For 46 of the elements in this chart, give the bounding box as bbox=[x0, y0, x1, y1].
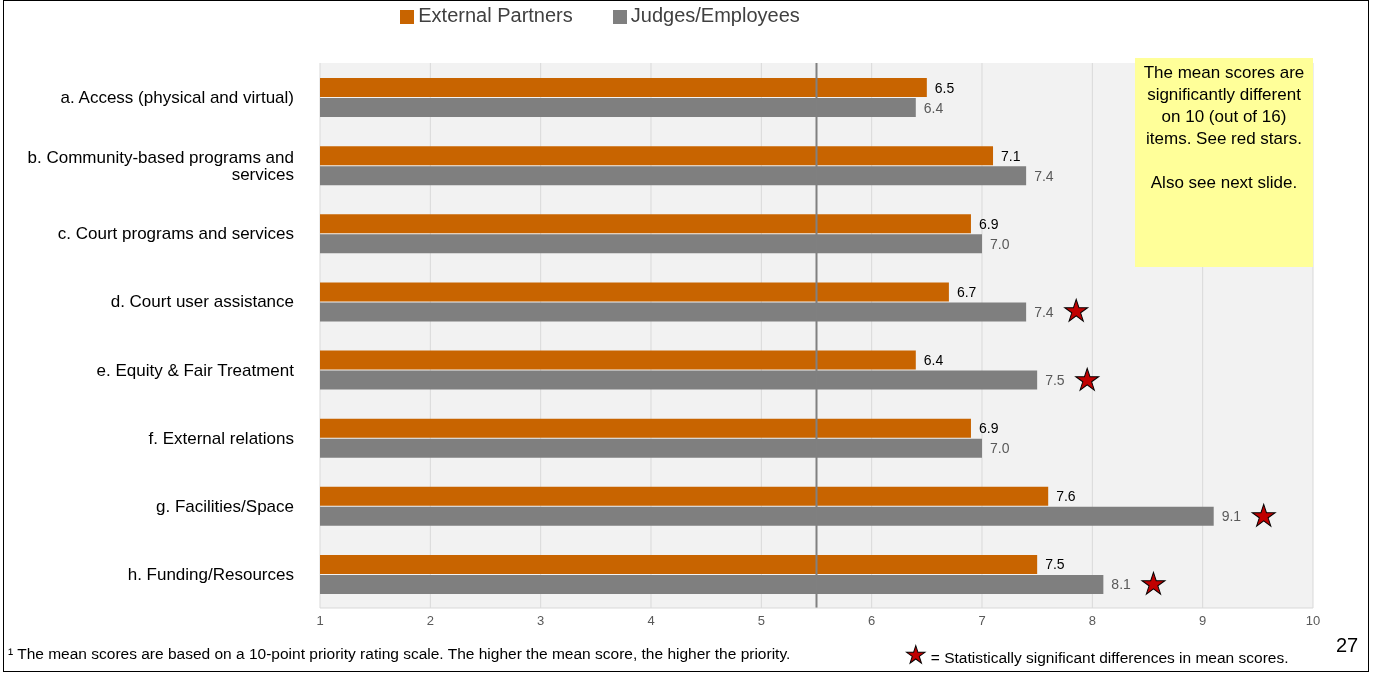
legend-label: External Partners bbox=[418, 4, 573, 26]
x-tick-label: 10 bbox=[1305, 613, 1321, 629]
data-label: 6.4 bbox=[923, 99, 944, 116]
x-tick-label: 5 bbox=[757, 613, 765, 629]
data-label: 7.0 bbox=[990, 235, 1010, 252]
y-tick-label: d. Court user assistance bbox=[110, 292, 294, 312]
annotation: The mean scores are significantly different on 10 (out of 16) items. See red stars. bbox=[1143, 62, 1305, 150]
data-label: 7.6 bbox=[1056, 488, 1076, 505]
data-label: 6.9 bbox=[978, 215, 999, 232]
data-label: 6.4 bbox=[923, 352, 944, 368]
data-label: 7.5 bbox=[1045, 372, 1065, 388]
y-tick-label: f. External relations bbox=[148, 428, 294, 448]
text: ★ = Statistically significant differences in mean scores. bbox=[905, 641, 1289, 669]
x-tick-label: 6 bbox=[868, 613, 876, 629]
y-tick-label: b. Community-based programs and services bbox=[27, 147, 294, 184]
data-label: 6.9 bbox=[978, 420, 999, 437]
data-label: 6.5 bbox=[934, 79, 955, 96]
legend-label: Judges/Employees bbox=[630, 4, 800, 26]
data-label: 7.4 bbox=[1034, 167, 1054, 184]
x-tick-label: 1 bbox=[316, 613, 324, 629]
star-icon: ★ bbox=[1073, 361, 1101, 397]
star-icon: ★ bbox=[1062, 293, 1090, 329]
y-tick-label: e. Equity & Fair Treatment bbox=[96, 360, 295, 380]
star-icon: ★ bbox=[1250, 497, 1278, 533]
x-tick-label: 9 bbox=[1199, 613, 1207, 629]
data-label: 7.1 bbox=[1001, 147, 1021, 164]
data-label: 9.1 bbox=[1221, 508, 1242, 525]
x-tick-label: 8 bbox=[1088, 613, 1096, 629]
x-tick-label: 4 bbox=[647, 613, 655, 629]
y-tick-label: c. Court programs and services bbox=[57, 224, 294, 244]
y-tick-label: h. Funding/Resources bbox=[127, 564, 294, 584]
data-label: 6.7 bbox=[956, 283, 977, 300]
y-tick-label: g. Facilities/Space bbox=[156, 496, 294, 516]
x-tick-label: 2 bbox=[426, 613, 434, 629]
data-label: 7.5 bbox=[1045, 556, 1065, 573]
y-tick-label: a. Access (physical and virtual) bbox=[60, 88, 294, 108]
star-icon: ★ bbox=[1139, 565, 1167, 601]
note-box: The mean scores are significantly different on 10 (out of 16) items. See red stars. Also see next slide. bbox=[1135, 58, 1313, 267]
data-label: 7.0 bbox=[990, 440, 1010, 457]
x-tick-label: 3 bbox=[537, 613, 545, 629]
text: ¹ The mean scores are based on a 10-point priority rating scale. The higher the mean score, the higher the priority. bbox=[8, 645, 791, 663]
data-label: 8.1 bbox=[1111, 576, 1132, 593]
annotation: Also see next slide. bbox=[1149, 172, 1299, 194]
x-tick-label: 7 bbox=[978, 613, 986, 629]
data-label: 7.4 bbox=[1034, 303, 1054, 320]
text: 27 bbox=[1336, 634, 1359, 657]
